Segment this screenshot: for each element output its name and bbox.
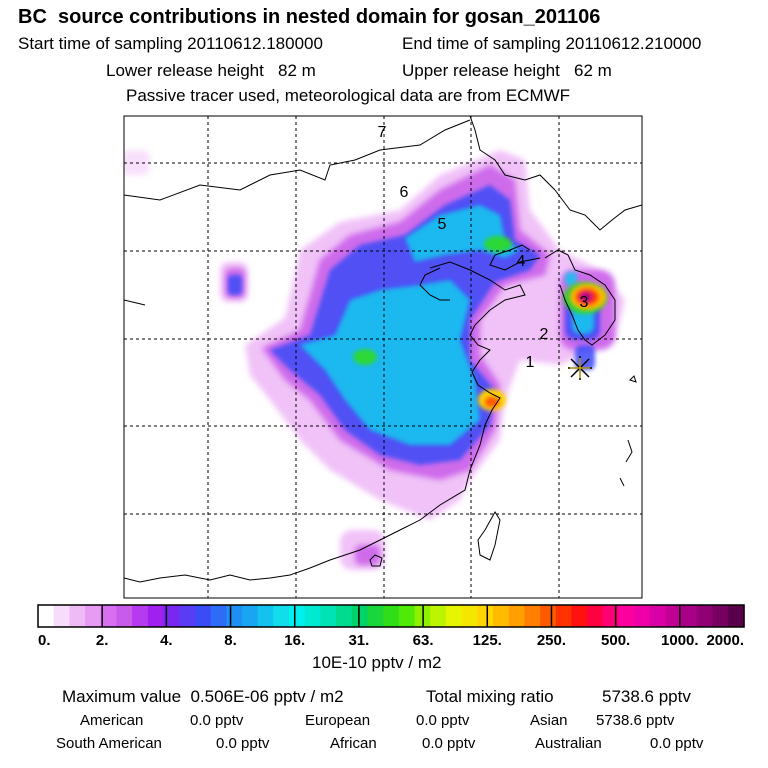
colorbar-cell	[524, 605, 541, 627]
american-value: 0.0 pptv	[190, 712, 244, 729]
colorbar-cell	[665, 605, 682, 627]
max-value-label: Maximum value 0.506E-06 pptv / m2	[62, 687, 344, 706]
start-time-label: Start time of sampling 20110612.180000	[18, 34, 323, 53]
south-american-value: 0.0 pptv	[216, 735, 270, 752]
colorbar-cell	[257, 605, 274, 627]
time-label-2: 2	[540, 326, 549, 343]
colorbar-cell	[320, 605, 337, 627]
colorbar-cell	[555, 605, 573, 627]
colorbar-cell	[163, 605, 180, 627]
colorbar-cell	[85, 605, 102, 627]
european-value: 0.0 pptv	[416, 712, 470, 729]
colorbar-cell	[132, 605, 149, 627]
map-frame	[123, 115, 643, 599]
asian-value: 5738.6 pptv	[596, 712, 675, 729]
australian-value: 0.0 pptv	[650, 735, 704, 752]
colorbar-tick-label: 2.	[96, 632, 109, 649]
south-american-label: South American	[56, 735, 162, 752]
trajectory-time-labels: 12 3 4 5 6 7	[378, 124, 589, 371]
colorbar-cell	[367, 605, 384, 627]
time-label-5: 5	[438, 216, 447, 233]
european-label: European	[305, 712, 371, 729]
colorbar-tick-label: 63.	[413, 632, 434, 649]
colorbar-frame	[37, 604, 745, 628]
colorbar-cell	[398, 605, 416, 627]
total-mixing-label: Total mixing ratio	[426, 687, 554, 706]
african-value: 0.0 pptv	[422, 735, 476, 752]
colorbar-cell	[289, 605, 306, 627]
star-icon	[568, 356, 592, 380]
colorbar-tick-label: 16.	[284, 632, 305, 649]
colorbar-cell	[116, 605, 133, 627]
time-label-3: 3	[580, 294, 589, 311]
colorbar-tick-label: 0.	[38, 632, 51, 649]
time-label-6: 6	[400, 184, 409, 201]
colorbar-cell	[477, 605, 494, 627]
colorbar-cell	[540, 605, 557, 627]
colorbar-cell	[147, 605, 165, 627]
colorbar-cell	[602, 605, 620, 627]
colorbar-cell	[508, 605, 525, 627]
colorbar-cell	[210, 605, 227, 627]
lower-release-height: Lower release height 82 m	[106, 61, 316, 80]
colorbar-cell	[179, 605, 196, 627]
australian-label: Australian	[535, 735, 602, 752]
colorbar-cell	[69, 605, 86, 627]
colorbar-cell	[336, 605, 353, 627]
upper-release-height: Upper release height 62 m	[402, 61, 612, 80]
colorbar-cell	[273, 605, 290, 627]
colorbar-cell	[712, 605, 729, 627]
colorbar-cell	[571, 605, 588, 627]
colorbar-cell	[383, 605, 400, 627]
colorbar-tick-label: 1000.	[661, 632, 699, 649]
colorbar-cell	[38, 605, 55, 627]
colorbar-tick-label: 8.	[224, 632, 237, 649]
colorbar-cell	[492, 605, 510, 627]
colorbar-tick-label: 4.	[160, 632, 173, 649]
colorbar-cell	[445, 605, 463, 627]
colorbar-cell	[241, 605, 259, 627]
asian-label: Asian	[530, 712, 568, 729]
colorbar-cell	[681, 605, 698, 627]
colorbar-tick-label: 2000.	[706, 632, 744, 649]
colorbar-cell	[461, 605, 478, 627]
time-label-4: 4	[517, 253, 526, 270]
colorbar-cell	[587, 605, 604, 627]
colorbar-tick-label: 250.	[537, 632, 566, 649]
tracer-note: Passive tracer used, meteorological data…	[126, 86, 571, 105]
total-mixing-value: 5738.6 pptv	[602, 687, 691, 706]
map-grid	[124, 116, 642, 598]
colorbar-cell	[351, 605, 369, 627]
end-time-label: End time of sampling 20110612.210000	[402, 34, 702, 53]
colorbar-unit: 10E-10 pptv / m2	[312, 653, 442, 672]
colorbar-cell	[226, 605, 243, 627]
colorbar-tick-label: 31.	[348, 632, 369, 649]
colorbar-cell	[100, 605, 118, 627]
colorbar-tick-label: 500.	[601, 632, 630, 649]
colorbar-cell	[618, 605, 635, 627]
african-label: African	[330, 735, 377, 752]
american-label: American	[80, 712, 144, 729]
time-label-7: 7	[378, 124, 387, 141]
colorbar	[38, 605, 745, 627]
colorbar-cell	[649, 605, 667, 627]
colorbar-cell	[728, 605, 745, 627]
colorbar-cell	[304, 605, 321, 627]
plume-field	[124, 116, 642, 598]
colorbar-tick-label: 125.	[473, 632, 502, 649]
colorbar-cell	[194, 605, 212, 627]
colorbar-cell	[430, 605, 447, 627]
colorbar-cell	[53, 605, 70, 627]
chart-title: BC source contributions in nested domain…	[18, 6, 601, 28]
time-label-1: 1	[526, 354, 535, 371]
colorbar-cell	[696, 605, 714, 627]
colorbar-cell	[634, 605, 651, 627]
